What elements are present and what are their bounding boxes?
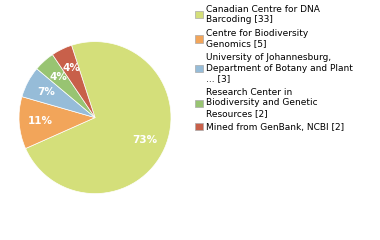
Text: 4%: 4% — [62, 63, 80, 73]
Text: 73%: 73% — [132, 135, 158, 145]
Text: 7%: 7% — [38, 87, 55, 97]
Text: 11%: 11% — [28, 116, 53, 126]
Wedge shape — [25, 42, 171, 194]
Wedge shape — [37, 54, 95, 118]
Legend: Canadian Centre for DNA
Barcoding [33], Centre for Biodiversity
Genomics [5], Un: Canadian Centre for DNA Barcoding [33], … — [195, 5, 353, 132]
Wedge shape — [19, 97, 95, 149]
Text: 4%: 4% — [49, 72, 67, 82]
Wedge shape — [22, 69, 95, 118]
Wedge shape — [52, 45, 95, 118]
